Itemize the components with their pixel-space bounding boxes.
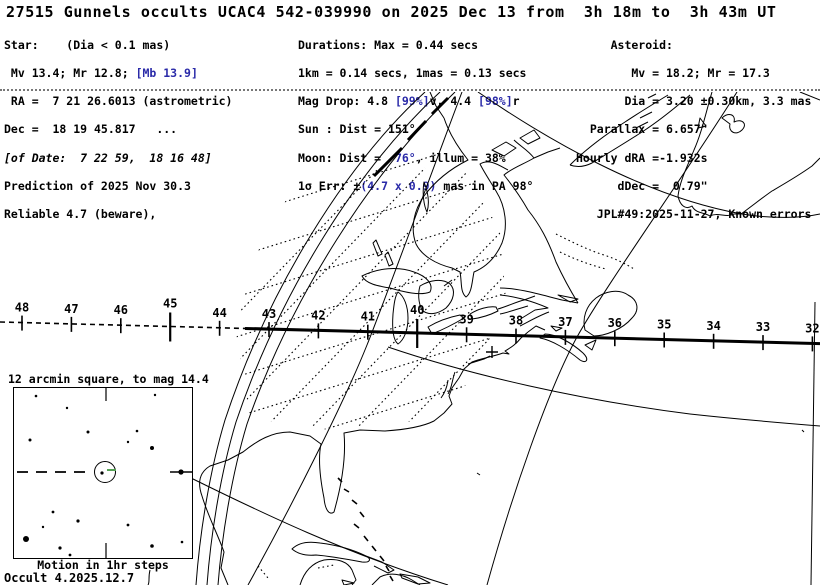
- field-star: [65, 406, 69, 410]
- finder-chart: [17, 388, 192, 558]
- software-version: Occult 4.2025.12.7: [4, 571, 135, 585]
- path-solid-segment: [244, 326, 820, 346]
- star-line: Reliable 4.7 (beware),: [4, 207, 157, 222]
- site-cross-marker: [486, 346, 498, 358]
- asteroid-line: Asteroid:: [576, 37, 673, 52]
- field-star: [28, 438, 32, 442]
- field-star: [126, 523, 130, 527]
- occultation-map: 48 47 46 45 44 43 42 41 40 39 38 37 36 35 34 33 32: [0, 92, 820, 585]
- path-tick-label: 45: [163, 296, 177, 310]
- asteroid-info-block: Asteroid: Mv = 18.2; Mr = 17.3 Dia = 3.2…: [576, 22, 811, 238]
- star-info-block: Star: (Dia < 0.1 mas) Mv 13.4; Mr 12.8; …: [4, 22, 232, 238]
- field-star: [76, 519, 80, 523]
- asteroid-line: Mv = 18.2; Mr = 17.3: [576, 66, 770, 81]
- field-star: [23, 536, 29, 542]
- terminator-lines: [195, 92, 456, 585]
- star-line: Dec = 18 19 45.817 ...: [4, 122, 178, 137]
- field-star: [153, 393, 157, 397]
- page-title: 27515 Gunnels occults UCAC4 542-039990 o…: [6, 3, 777, 21]
- event-info-block: Durations: Max = 0.44 secs 1km = 0.14 se…: [298, 22, 533, 210]
- target-star-circle: [94, 461, 116, 483]
- path-tick-marks: 48 47 46 45 44 43 42 41 40 39 38 37 36 35 34 33 32: [15, 296, 820, 352]
- path-tick-label: 47: [64, 302, 78, 316]
- field-star: [58, 546, 62, 550]
- limit-curves: [190, 92, 820, 585]
- field-stars: [23, 393, 184, 557]
- header-divider: [0, 89, 820, 91]
- finder-chart-title: 12 arcmin square, to mag 14.4: [8, 372, 209, 386]
- path-tick-label: 42: [311, 308, 325, 322]
- star-line: [of Date: 7 22 59, 18 16 48]: [4, 150, 212, 165]
- path-tick-label: 37: [558, 315, 572, 329]
- path-tick-label: 33: [756, 320, 770, 334]
- field-star: [150, 544, 154, 548]
- event-line: Sun : Dist = 151°: [298, 122, 416, 137]
- motion-entry-arrow: [170, 469, 192, 475]
- path-tick-label: 46: [114, 303, 128, 317]
- field-star: [126, 440, 130, 444]
- path-tick-label: 44: [212, 306, 226, 320]
- path-tick-label: 48: [15, 301, 29, 315]
- field-star: [135, 429, 139, 433]
- star-line: Star: (Dia < 0.1 mas): [4, 37, 171, 52]
- field-star: [51, 510, 55, 514]
- event-line: 1km = 0.14 secs, 1mas = 0.13 secs: [298, 66, 527, 81]
- path-tick-label: 34: [706, 319, 720, 333]
- asteroid-line: dDec = 0.79": [576, 178, 708, 193]
- event-line: Durations: Max = 0.44 secs: [298, 37, 479, 52]
- path-tick-label: 35: [657, 317, 671, 331]
- finder-chart-caption: Motion in 1hr steps: [37, 558, 169, 572]
- dotted-borders: [257, 233, 635, 579]
- terminator-emphasis-dashes: [372, 96, 450, 178]
- path-tick-label: 43: [262, 307, 276, 321]
- path-tick-label: 41: [361, 310, 375, 324]
- asteroid-line: Hourly dRA =-1.932s: [576, 150, 708, 165]
- path-dashed-segment: [0, 321, 246, 330]
- path-tick-label: 38: [509, 314, 523, 328]
- field-star: [86, 430, 90, 434]
- coastlines: [147, 92, 820, 585]
- star-line: Mv 13.4; Mr 12.8; [Mb 13.9]: [4, 66, 198, 81]
- path-tick-label: 40: [410, 303, 424, 317]
- field-star: [34, 394, 38, 398]
- path-tick-label: 36: [608, 316, 622, 330]
- field-star: [100, 471, 104, 475]
- event-line: Mag Drop: 4.8 [99%]v, 4.4 [98%]r: [298, 94, 520, 109]
- star-line: Prediction of 2025 Nov 30.3: [4, 178, 191, 193]
- path-tick-label: 39: [459, 312, 473, 326]
- finder-chart-inset: [13, 387, 193, 559]
- field-star: [41, 525, 45, 529]
- event-line: 1σ Err: ±(4.7 x 0.9) mas in PA 98°: [298, 178, 534, 193]
- path-tick-label: 32: [805, 321, 819, 335]
- star-line: RA = 7 21 26.6013 (astrometric): [4, 94, 233, 109]
- event-line: Moon: Dist = 76°, illum = 38%: [298, 150, 506, 165]
- field-star: [150, 446, 154, 450]
- occultation-path-line: [0, 321, 820, 358]
- bahamas-islands: [337, 477, 394, 582]
- field-star: [180, 540, 184, 544]
- field-star: [68, 553, 72, 557]
- asteroid-line: Dia = 3.20 ±0.30km, 3.3 mas: [576, 94, 812, 109]
- asteroid-line: Parallax = 6.657": [576, 122, 708, 137]
